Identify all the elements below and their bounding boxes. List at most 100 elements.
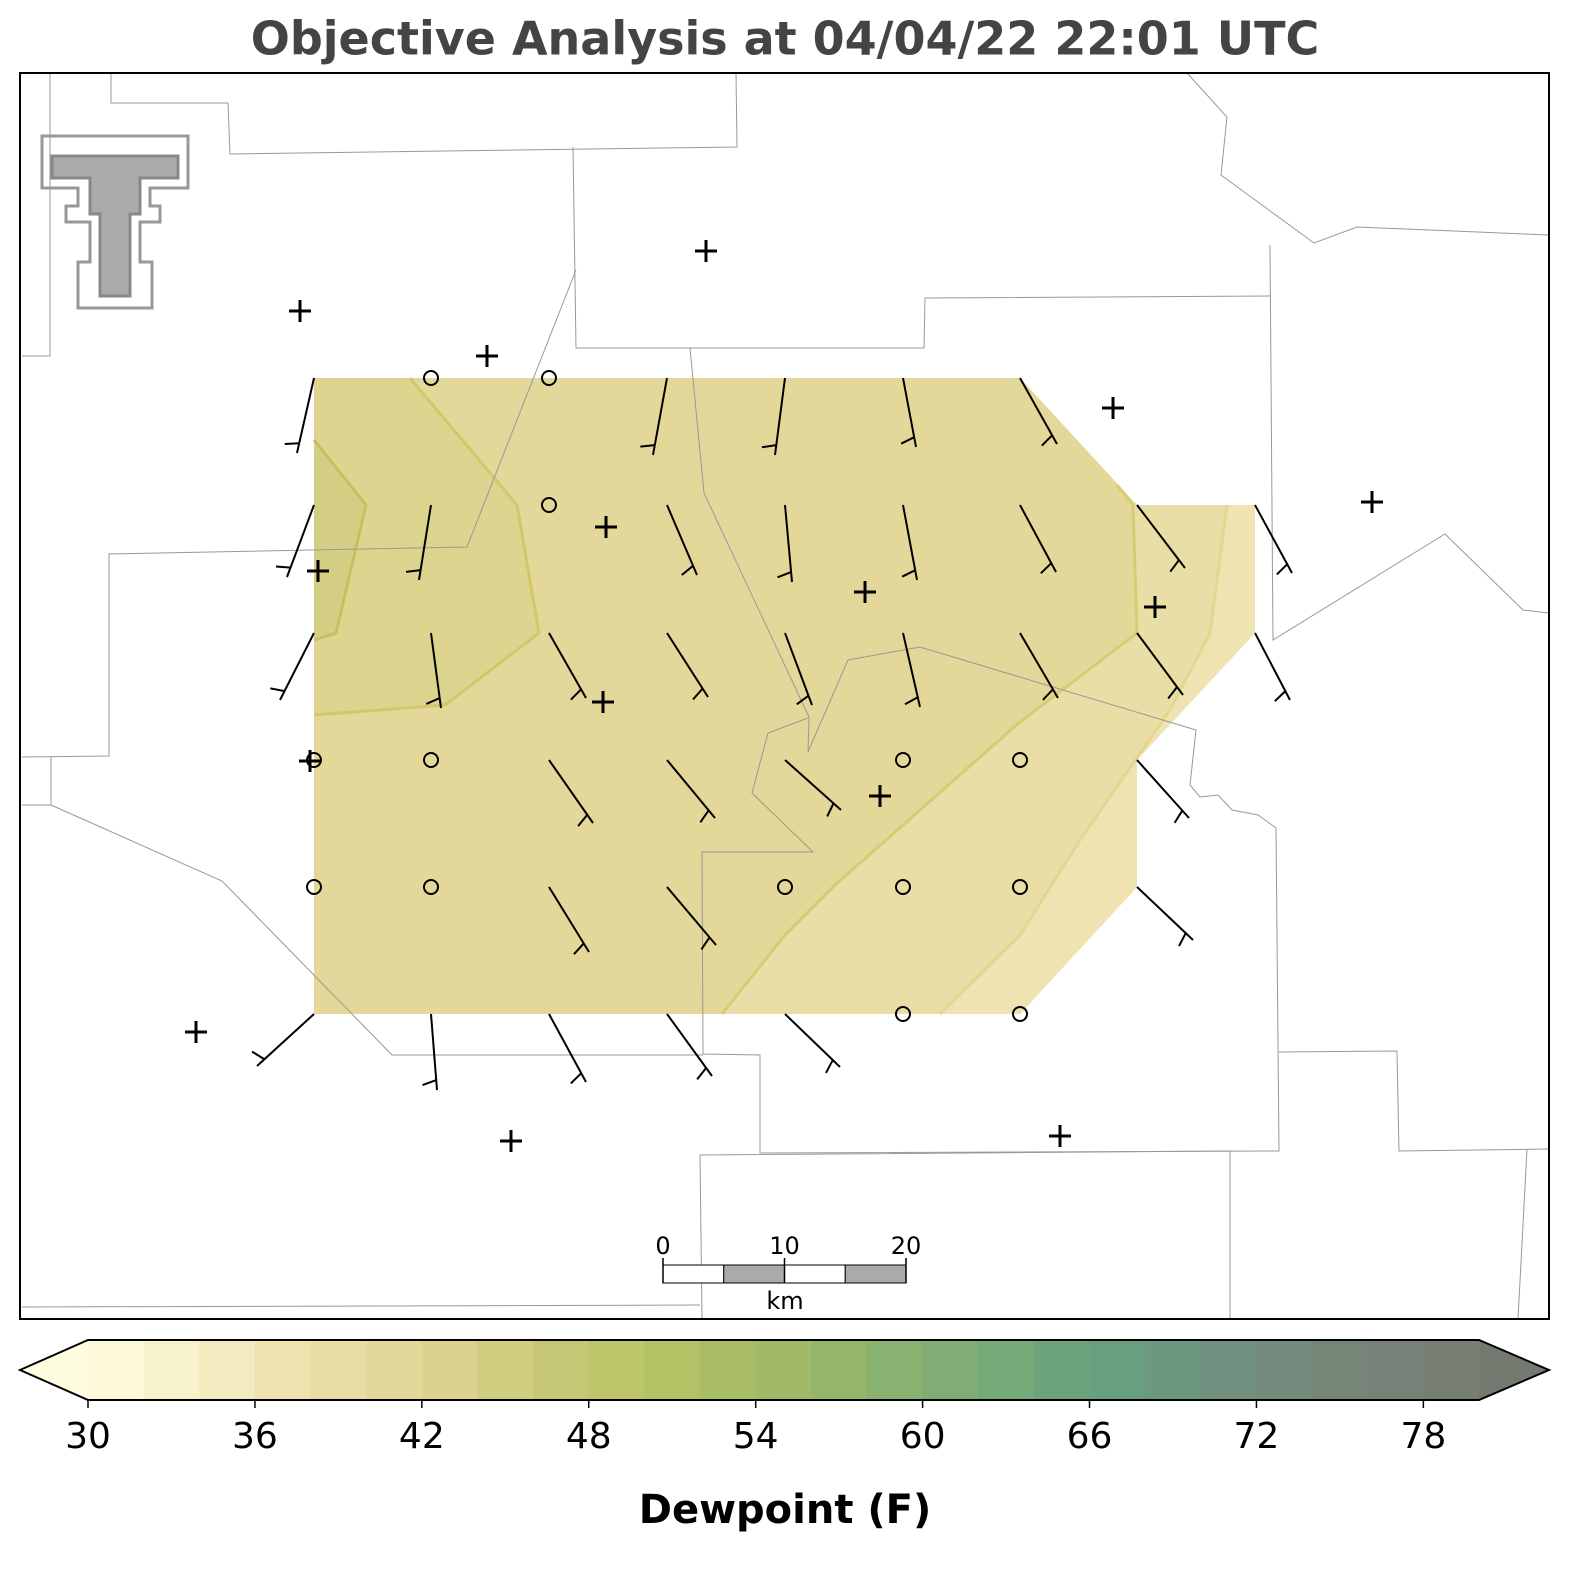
wind-barb — [418, 504, 432, 581]
scale-tick-label: 20 — [891, 1232, 922, 1260]
scale-segment — [784, 1264, 846, 1284]
calm-station — [895, 752, 911, 768]
colorbar-tick-label: 78 — [1400, 1416, 1446, 1457]
barb-tick — [1173, 810, 1184, 824]
scale-tick-label: 10 — [769, 1232, 800, 1260]
wind-barb — [286, 504, 315, 578]
wind-barb — [902, 377, 917, 448]
missing-station — [299, 750, 321, 772]
colorbar-bin — [1312, 1340, 1369, 1400]
wind-barb — [548, 759, 594, 824]
barb-tick — [700, 936, 711, 951]
wind-barb — [902, 632, 921, 708]
missing-station — [1144, 596, 1166, 618]
missing-station — [500, 1130, 522, 1152]
barb-tick — [681, 565, 694, 576]
barb-tick — [1274, 690, 1287, 702]
missing-station — [854, 581, 876, 603]
calm-station — [895, 879, 911, 895]
missing-station — [695, 240, 717, 262]
barb-tick — [406, 569, 421, 573]
colorbar-bin — [700, 1340, 757, 1400]
barb-tick — [1178, 932, 1187, 947]
wind-barb — [430, 632, 442, 709]
scale-segment — [662, 1264, 725, 1284]
wind-barb — [902, 504, 918, 581]
missing-station — [307, 560, 329, 582]
wind-barb — [666, 504, 698, 576]
wind-barb — [430, 1013, 438, 1091]
missing-station — [1049, 1125, 1071, 1147]
colorbar-tick-label: 42 — [399, 1416, 445, 1457]
colorbar-bin — [1089, 1340, 1146, 1400]
scale-segment — [844, 1264, 907, 1284]
missing-station — [1102, 397, 1124, 419]
contour-line — [938, 504, 1229, 1016]
barb-tick — [570, 688, 582, 701]
colorbar-bin — [922, 1340, 979, 1400]
colorbar-bin — [588, 1340, 645, 1400]
scale-tick-label: 0 — [655, 1232, 670, 1260]
wind-barb — [256, 1013, 315, 1067]
colorbar-tick-label: 72 — [1234, 1416, 1280, 1457]
colorbar-bin — [1423, 1340, 1480, 1400]
contour-line — [313, 377, 541, 717]
colorbar-bin — [1256, 1340, 1313, 1400]
barb-tick — [1167, 686, 1178, 700]
barb-tick — [900, 436, 915, 445]
wind-barb — [784, 759, 842, 811]
colorbar-bin — [1367, 1340, 1424, 1400]
barb-tick — [573, 942, 585, 955]
map-frame — [19, 72, 1550, 1320]
colorbar-bin — [866, 1340, 924, 1400]
wind-barb — [548, 1013, 587, 1083]
wind-barb — [666, 1013, 713, 1077]
contour-line — [720, 484, 1139, 1015]
colorbar-tick-label: 36 — [232, 1416, 278, 1457]
wind-barb — [774, 377, 786, 456]
wind-barb — [1019, 632, 1059, 699]
logo — [40, 134, 190, 310]
colorbar: 30 36 42 48 54 60 66 72 78 — [17, 1339, 1552, 1457]
barb-tick — [825, 1059, 834, 1074]
wind-barb — [1136, 632, 1184, 696]
wind-barb — [1136, 886, 1194, 941]
calm-station — [541, 497, 557, 513]
wind-barb — [666, 759, 716, 819]
observations — [185, 240, 1383, 1152]
calm-station — [1012, 752, 1028, 768]
colorbar-bin — [88, 1340, 145, 1400]
colorbar-tick-label: 30 — [65, 1416, 111, 1457]
barb-tick — [1169, 559, 1180, 573]
wind-barb — [1019, 504, 1057, 573]
missing-station — [1361, 491, 1383, 513]
scale-unit: km — [766, 1287, 803, 1315]
missing-station — [592, 691, 614, 713]
wind-barb — [652, 377, 668, 456]
wind-barb — [1136, 759, 1190, 819]
colorbar-bin — [1200, 1340, 1257, 1400]
barb-tick — [1040, 562, 1052, 575]
barb-tick — [570, 1072, 582, 1085]
barb-tick — [699, 809, 710, 823]
missing-station — [476, 345, 498, 367]
barb-tick — [692, 687, 704, 701]
colorbar-bin — [477, 1340, 534, 1400]
colorbar-bin — [310, 1340, 367, 1400]
colorbar-tick-label: 60 — [900, 1416, 946, 1457]
scale-bar: 0 10 20 km — [655, 1232, 921, 1315]
colorbar-bin — [644, 1340, 701, 1400]
colorbar-tick-label: 54 — [733, 1416, 779, 1457]
barb-tick — [251, 1050, 265, 1061]
wind-barb — [548, 886, 590, 953]
colorbar-bin — [421, 1340, 478, 1400]
wind-barb — [1254, 632, 1291, 701]
missing-station — [289, 300, 311, 322]
colorbar-extend-high — [1479, 1340, 1549, 1400]
colorbar-bin — [811, 1340, 868, 1400]
barb-tick — [284, 442, 300, 446]
barb-tick — [275, 565, 291, 569]
colorbar-bin — [366, 1340, 423, 1400]
wind-barb — [784, 504, 793, 583]
